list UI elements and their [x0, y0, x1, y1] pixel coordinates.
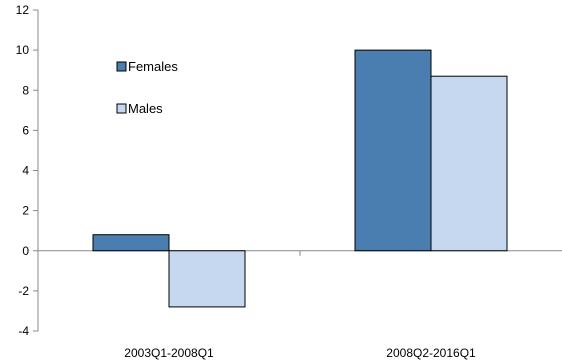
bar-females-1: [92, 234, 170, 252]
legend-label-females: Females: [128, 59, 178, 74]
legend-swatch-females: [116, 61, 127, 72]
y-tick-label: 10: [16, 43, 30, 57]
y-tick-label: 6: [22, 123, 29, 137]
y-tick-label: -2: [18, 284, 29, 298]
bar-females-2: [354, 49, 432, 252]
y-tick-label: 4: [22, 164, 29, 178]
bar-males-1: [168, 250, 246, 308]
y-tick-label: 2: [22, 204, 29, 218]
bar-males-2: [430, 75, 508, 252]
legend-swatch-males: [116, 103, 127, 114]
x-category-label: 2003Q1-2008Q1: [124, 346, 214, 360]
y-tick-label: 12: [16, 3, 30, 17]
x-category-label: 2008Q2-2016Q1: [386, 346, 476, 360]
legend-label-males: Males: [128, 101, 163, 116]
y-tick-label: -4: [18, 324, 29, 338]
y-tick-label: 0: [22, 244, 29, 258]
y-tick-label: 8: [22, 83, 29, 97]
